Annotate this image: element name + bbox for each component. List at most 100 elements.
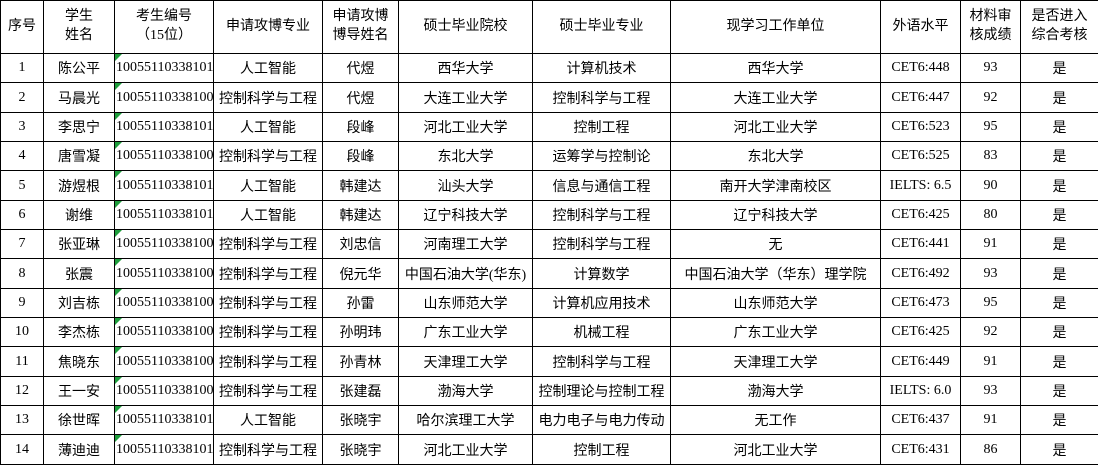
cell-qualified[interactable]: 是: [1020, 287, 1098, 319]
cell-current_unit[interactable]: 南开大学津南校区: [670, 170, 881, 201]
cell-name[interactable]: 焦晓东: [43, 346, 115, 377]
cell-master_major[interactable]: 计算数学: [532, 258, 671, 289]
cell-qualified[interactable]: 是: [1020, 170, 1098, 201]
cell-index[interactable]: 4: [0, 141, 44, 172]
cell-score[interactable]: 91: [960, 405, 1021, 436]
cell-phd_major[interactable]: 人工智能: [213, 111, 323, 143]
cell-qualified[interactable]: 是: [1020, 111, 1098, 143]
cell-language[interactable]: CET6:448: [880, 52, 961, 84]
column-header-candidate_id[interactable]: 考生编号 （15位）: [114, 0, 214, 54]
cell-phd_major[interactable]: 控制科学与工程: [213, 287, 323, 319]
cell-supervisor[interactable]: 刘忠信: [322, 229, 399, 260]
column-header-score[interactable]: 材料审 核成绩: [960, 0, 1021, 54]
column-header-master_major[interactable]: 硕士毕业专业: [532, 0, 671, 54]
cell-master_school[interactable]: 天津理工大学: [398, 346, 533, 377]
cell-current_unit[interactable]: 广东工业大学: [670, 317, 881, 348]
cell-candidate_id[interactable]: 100551103381016: [114, 199, 214, 231]
cell-master_school[interactable]: 辽宁科技大学: [398, 199, 533, 231]
column-header-name[interactable]: 学生 姓名: [43, 0, 115, 54]
cell-candidate_id[interactable]: 100551103381002: [114, 141, 214, 172]
cell-language[interactable]: CET6:425: [880, 199, 961, 231]
cell-candidate_id[interactable]: 100551103381012: [114, 111, 214, 143]
cell-score[interactable]: 90: [960, 170, 1021, 201]
cell-supervisor[interactable]: 代煜: [322, 52, 399, 84]
cell-phd_major[interactable]: 控制科学与工程: [213, 258, 323, 289]
cell-score[interactable]: 80: [960, 199, 1021, 231]
cell-score[interactable]: 86: [960, 434, 1021, 465]
cell-index[interactable]: 1: [0, 52, 44, 84]
cell-current_unit[interactable]: 无: [670, 229, 881, 260]
cell-language[interactable]: CET6:437: [880, 405, 961, 436]
cell-score[interactable]: 92: [960, 82, 1021, 113]
cell-current_unit[interactable]: 河北工业大学: [670, 434, 881, 465]
cell-phd_major[interactable]: 控制科学与工程: [213, 434, 323, 465]
cell-qualified[interactable]: 是: [1020, 346, 1098, 377]
cell-current_unit[interactable]: 河北工业大学: [670, 111, 881, 143]
cell-qualified[interactable]: 是: [1020, 434, 1098, 465]
cell-qualified[interactable]: 是: [1020, 199, 1098, 231]
cell-name[interactable]: 张亚琳: [43, 229, 115, 260]
cell-index[interactable]: 5: [0, 170, 44, 201]
cell-master_major[interactable]: 控制科学与工程: [532, 82, 671, 113]
cell-name[interactable]: 谢维: [43, 199, 115, 231]
cell-qualified[interactable]: 是: [1020, 317, 1098, 348]
cell-master_major[interactable]: 计算机应用技术: [532, 287, 671, 319]
cell-qualified[interactable]: 是: [1020, 82, 1098, 113]
cell-master_major[interactable]: 控制科学与工程: [532, 346, 671, 377]
cell-phd_major[interactable]: 人工智能: [213, 52, 323, 84]
cell-master_school[interactable]: 渤海大学: [398, 375, 533, 407]
cell-master_major[interactable]: 运筹学与控制论: [532, 141, 671, 172]
cell-index[interactable]: 14: [0, 434, 44, 465]
cell-name[interactable]: 徐世晖: [43, 405, 115, 436]
column-header-qualified[interactable]: 是否进入 综合考核: [1020, 0, 1098, 54]
cell-score[interactable]: 93: [960, 375, 1021, 407]
cell-master_school[interactable]: 河南理工大学: [398, 229, 533, 260]
cell-master_major[interactable]: 控制工程: [532, 111, 671, 143]
cell-phd_major[interactable]: 人工智能: [213, 405, 323, 436]
cell-phd_major[interactable]: 控制科学与工程: [213, 229, 323, 260]
cell-language[interactable]: CET6:523: [880, 111, 961, 143]
cell-supervisor[interactable]: 张晓宇: [322, 434, 399, 465]
cell-current_unit[interactable]: 山东师范大学: [670, 287, 881, 319]
cell-score[interactable]: 83: [960, 141, 1021, 172]
cell-score[interactable]: 95: [960, 287, 1021, 319]
cell-index[interactable]: 8: [0, 258, 44, 289]
cell-index[interactable]: 6: [0, 199, 44, 231]
cell-name[interactable]: 刘吉栋: [43, 287, 115, 319]
cell-index[interactable]: 3: [0, 111, 44, 143]
cell-current_unit[interactable]: 大连工业大学: [670, 82, 881, 113]
cell-score[interactable]: 95: [960, 111, 1021, 143]
cell-candidate_id[interactable]: 100551103381001: [114, 82, 214, 113]
cell-language[interactable]: CET6:473: [880, 287, 961, 319]
column-header-current_unit[interactable]: 现学习工作单位: [670, 0, 881, 54]
cell-score[interactable]: 91: [960, 346, 1021, 377]
cell-master_major[interactable]: 控制科学与工程: [532, 199, 671, 231]
cell-supervisor[interactable]: 段峰: [322, 111, 399, 143]
cell-supervisor[interactable]: 孙雷: [322, 287, 399, 319]
cell-current_unit[interactable]: 无工作: [670, 405, 881, 436]
column-header-phd_major[interactable]: 申请攻博专业: [213, 0, 323, 54]
cell-name[interactable]: 游煜根: [43, 170, 115, 201]
cell-language[interactable]: IELTS: 6.0: [880, 375, 961, 407]
cell-master_major[interactable]: 计算机技术: [532, 52, 671, 84]
cell-candidate_id[interactable]: 100551103381003: [114, 229, 214, 260]
cell-supervisor[interactable]: 韩建达: [322, 199, 399, 231]
cell-current_unit[interactable]: 西华大学: [670, 52, 881, 84]
cell-candidate_id[interactable]: 100551103381017: [114, 405, 214, 436]
cell-master_major[interactable]: 控制科学与工程: [532, 229, 671, 260]
cell-supervisor[interactable]: 段峰: [322, 141, 399, 172]
cell-phd_major[interactable]: 控制科学与工程: [213, 82, 323, 113]
cell-candidate_id[interactable]: 100551103381014: [114, 170, 214, 201]
cell-master_school[interactable]: 河北工业大学: [398, 434, 533, 465]
cell-index[interactable]: 11: [0, 346, 44, 377]
cell-master_school[interactable]: 哈尔滨理工大学: [398, 405, 533, 436]
cell-candidate_id[interactable]: 100551103381008: [114, 375, 214, 407]
cell-master_school[interactable]: 河北工业大学: [398, 111, 533, 143]
cell-language[interactable]: CET6:441: [880, 229, 961, 260]
cell-supervisor[interactable]: 韩建达: [322, 170, 399, 201]
cell-current_unit[interactable]: 天津理工大学: [670, 346, 881, 377]
cell-supervisor[interactable]: 代煜: [322, 82, 399, 113]
cell-language[interactable]: CET6:431: [880, 434, 961, 465]
cell-qualified[interactable]: 是: [1020, 258, 1098, 289]
cell-score[interactable]: 91: [960, 229, 1021, 260]
